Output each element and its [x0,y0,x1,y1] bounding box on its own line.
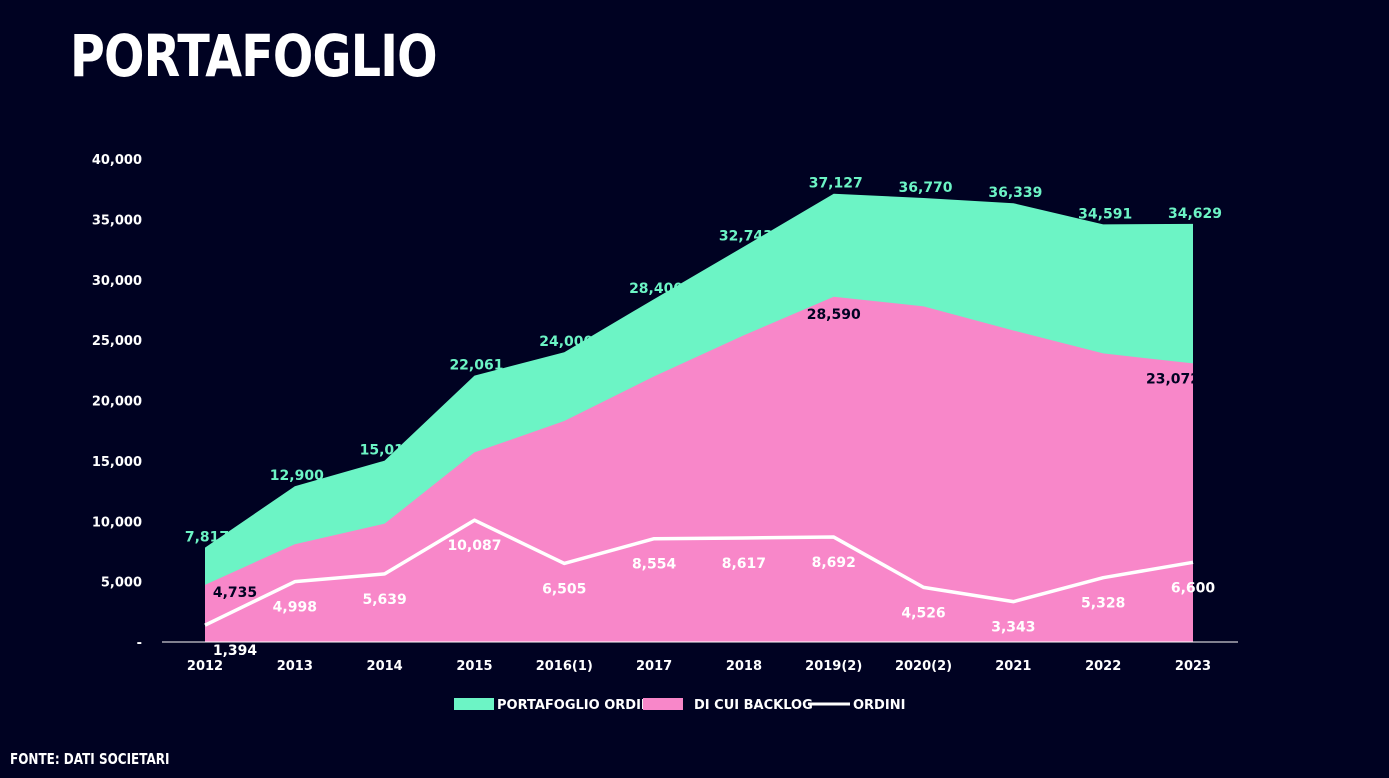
ordini-data-label: 8,617 [722,556,766,572]
y-tick-label: - [137,636,142,651]
y-tick-label: 40,000 [92,153,142,168]
ordini-data-label: 6,600 [1171,580,1216,596]
ordini-data-label: 4,998 [273,600,317,616]
y-tick-label: 10,000 [92,515,142,530]
portafoglio-data-label: 32,743 [719,229,773,245]
page-title: PORTAFOGLIO [70,22,438,90]
y-tick-label: 30,000 [92,274,142,289]
ordini-data-label: 3,343 [991,620,1035,636]
ordini-data-label: 5,328 [1081,596,1125,612]
x-tick-label: 2015 [456,659,492,674]
portafoglio-data-label: 28,400 [629,281,683,297]
x-tick-label: 2019(2) [805,659,862,674]
backlog-data-label: 23,072 [1146,371,1200,387]
portafoglio-data-label: 37,127 [809,176,863,192]
portafoglio-data-label: 22,061 [449,358,503,374]
legend-swatch-backlog [643,698,683,710]
portafoglio-data-label: 24,000 [539,334,593,350]
ordini-data-label: 6,505 [542,581,586,597]
x-tick-label: 2020(2) [895,659,952,674]
y-tick-label: 25,000 [92,334,142,349]
backlog-data-label: 4,735 [213,585,257,601]
x-tick-label: 2013 [277,659,313,674]
ordini-data-label: 4,526 [901,605,945,621]
legend-label-ordini: ORDINI [853,698,905,713]
x-tick-label: 2022 [1085,659,1121,674]
y-tick-label: 35,000 [92,213,142,228]
y-tick-label: 15,000 [92,455,142,470]
y-tick-label: 5,000 [101,576,142,591]
y-tick-label: 20,000 [92,395,142,410]
x-tick-label: 2016(1) [536,659,593,674]
x-tick-label: 2018 [726,659,762,674]
portafoglio-data-label: 15,016 [360,443,414,459]
portafoglio-data-label: 12,900 [270,468,324,484]
ordini-data-label: 1,394 [213,643,258,659]
x-tick-label: 2012 [187,659,223,674]
ordini-line [204,518,1194,627]
portafoglio-data-label: 36,339 [988,185,1042,201]
legend-label-backlog: DI CUI BACKLOG [694,698,813,713]
portafoglio-data-label: 7,817 [185,530,229,546]
ordini-data-label: 8,554 [632,557,677,573]
x-tick-label: 2017 [636,659,672,674]
legend-swatch-portafoglio [454,698,494,710]
ordini-data-label: 8,692 [812,555,856,571]
ordini-data-label: 10,087 [447,538,501,554]
backlog-area [205,296,1193,642]
portafoglio-data-label: 36,770 [899,180,953,196]
source-note: FONTE: DATI SOCIETARI [10,750,170,768]
x-tick-label: 2023 [1175,659,1211,674]
x-tick-label: 2014 [367,659,403,674]
backlog-data-label: 28,590 [807,307,861,323]
portafoglio-data-label: 34,629 [1168,206,1222,222]
legend-label-portafoglio: PORTAFOGLIO ORDINI [497,698,657,713]
portafoglio-data-label: 34,591 [1078,206,1132,222]
ordini-data-label: 5,639 [362,592,406,608]
x-tick-label: 2021 [995,659,1031,674]
